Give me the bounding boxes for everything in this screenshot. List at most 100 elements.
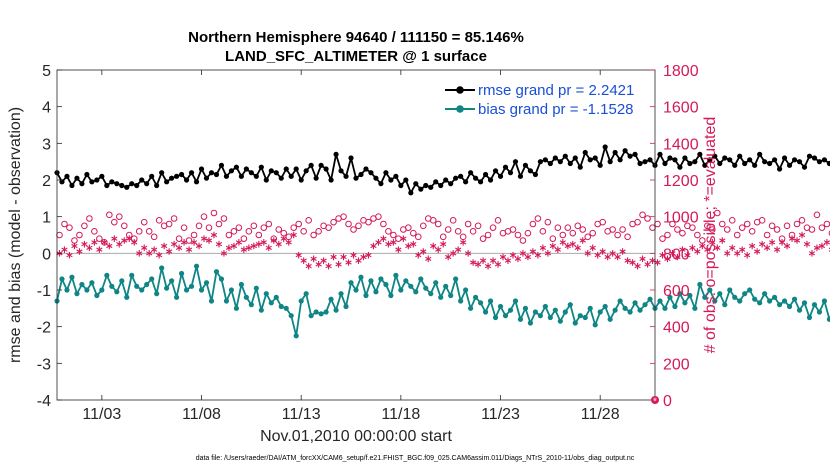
rmse-point [283, 166, 289, 172]
obs-possible-point [300, 228, 307, 235]
rmse-point [582, 149, 588, 156]
bias-point [482, 309, 489, 315]
obs-evaluated-point [395, 246, 402, 253]
rmse-point [353, 175, 359, 181]
obs-evaluated-point [175, 244, 183, 252]
obs-possible-point [305, 217, 312, 224]
obs-possible-point [285, 233, 293, 241]
rmse-point [418, 186, 424, 192]
obs-evaluated-point [818, 242, 826, 250]
bias-point [577, 313, 583, 319]
bias-point [144, 281, 150, 288]
obs-evaluated-point [823, 239, 830, 246]
rmse-point [632, 151, 638, 157]
bias-point [697, 281, 703, 288]
obs-evaluated-point [300, 257, 307, 264]
rmse-point [318, 162, 324, 168]
obs-possible-point [748, 228, 756, 235]
rmse-point [547, 160, 553, 167]
bias-point [552, 307, 558, 313]
rmse-point [303, 168, 309, 174]
obs-evaluated-point [415, 251, 422, 259]
rmse-point [278, 175, 284, 181]
bias-point [727, 287, 733, 293]
obs-evaluated-point [275, 240, 282, 248]
rmse-point [562, 153, 568, 159]
y-right-tick-label: 1800 [663, 63, 699, 80]
obs-evaluated-point [170, 240, 178, 248]
obs-evaluated-point [450, 250, 457, 257]
x-tick-label: 11/13 [282, 406, 321, 423]
obs-evaluated-point [310, 255, 317, 263]
obs-evaluated-point [355, 257, 362, 264]
obs-possible-point [200, 213, 208, 220]
obs-evaluated-point [554, 246, 561, 253]
obs-possible-point [345, 220, 352, 228]
obs-possible-point [828, 230, 830, 236]
rmse-point [612, 149, 618, 156]
obs-evaluated-point [524, 253, 532, 261]
obs-possible-point [494, 217, 502, 224]
obs-possible-point [798, 217, 806, 224]
rmse-point [662, 160, 668, 167]
bias-point [572, 320, 578, 326]
obs-evaluated-point [759, 240, 766, 248]
obs-possible-point [689, 224, 696, 231]
bias-point [159, 265, 165, 271]
legend-background [440, 76, 650, 122]
obs-evaluated-point [180, 239, 188, 246]
rmse-point [154, 182, 160, 189]
obs-evaluated-point [778, 239, 786, 246]
bias-point [757, 300, 763, 306]
rmse-point [253, 173, 259, 179]
obs-evaluated-point [699, 242, 706, 250]
bias-point [712, 298, 718, 304]
bias-point [617, 298, 623, 304]
obs-evaluated-point [734, 250, 741, 257]
obs-possible-point [818, 224, 826, 231]
obs-possible-point [783, 222, 791, 230]
bias-point [567, 302, 573, 308]
obs-evaluated-point [609, 250, 616, 257]
bias-point [298, 298, 304, 304]
bias-point [129, 272, 135, 278]
bias-point [398, 287, 404, 293]
obs-evaluated-point [240, 246, 248, 253]
obs-evaluated-point [151, 246, 158, 253]
rmse-point [607, 159, 613, 165]
rmse-point [169, 175, 175, 181]
bias-point [622, 305, 628, 311]
rmse-point [124, 184, 130, 190]
obs-possible-point [484, 231, 492, 239]
obs-evaluated-point [569, 240, 576, 248]
rmse-point [333, 151, 339, 157]
y-left-tick-label: 2 [42, 173, 51, 190]
bias-point [492, 314, 499, 321]
bias-point [772, 294, 778, 300]
bias-point [268, 300, 274, 306]
rmse-point [702, 162, 708, 168]
y-right-tick-label: 0 [663, 393, 672, 410]
obs-possible-point [639, 211, 646, 219]
rmse-point [308, 162, 314, 168]
obs-possible-point [395, 235, 402, 242]
bias-point [203, 280, 210, 286]
rmse-point [139, 177, 145, 183]
obs-possible-point [390, 231, 397, 239]
obs-possible-point [275, 226, 283, 233]
obs-possible-point [514, 231, 522, 239]
bias-point [692, 305, 698, 311]
obs-possible-point [410, 229, 417, 237]
rmse-point [134, 182, 140, 189]
obs-evaluated-point [464, 250, 472, 257]
obs-evaluated-point [156, 251, 163, 259]
rmse-point [806, 153, 813, 159]
obs-possible-point [723, 226, 731, 233]
obs-evaluated-point [719, 237, 726, 244]
obs-evaluated-point [225, 244, 233, 252]
obs-possible-point [619, 226, 626, 233]
obs-possible-point [529, 220, 537, 228]
obs-possible-point [489, 224, 497, 231]
rmse-point [223, 173, 230, 179]
rmse-point [577, 164, 583, 170]
